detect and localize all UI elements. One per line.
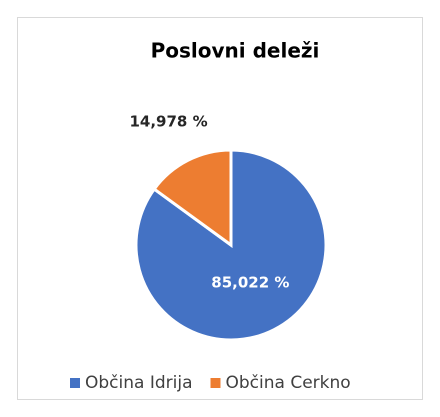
data-label: 14,978 % [129,113,207,131]
data-label: 85,022 % [211,274,289,292]
pie-slice [152,148,233,248]
legend-swatch [70,378,80,388]
legend-label: Občina Cerkno [226,373,351,393]
legend-swatch [210,378,221,388]
legend-label: Občina Idrija [85,373,193,393]
chart-title: Poslovni deleži [151,39,320,63]
